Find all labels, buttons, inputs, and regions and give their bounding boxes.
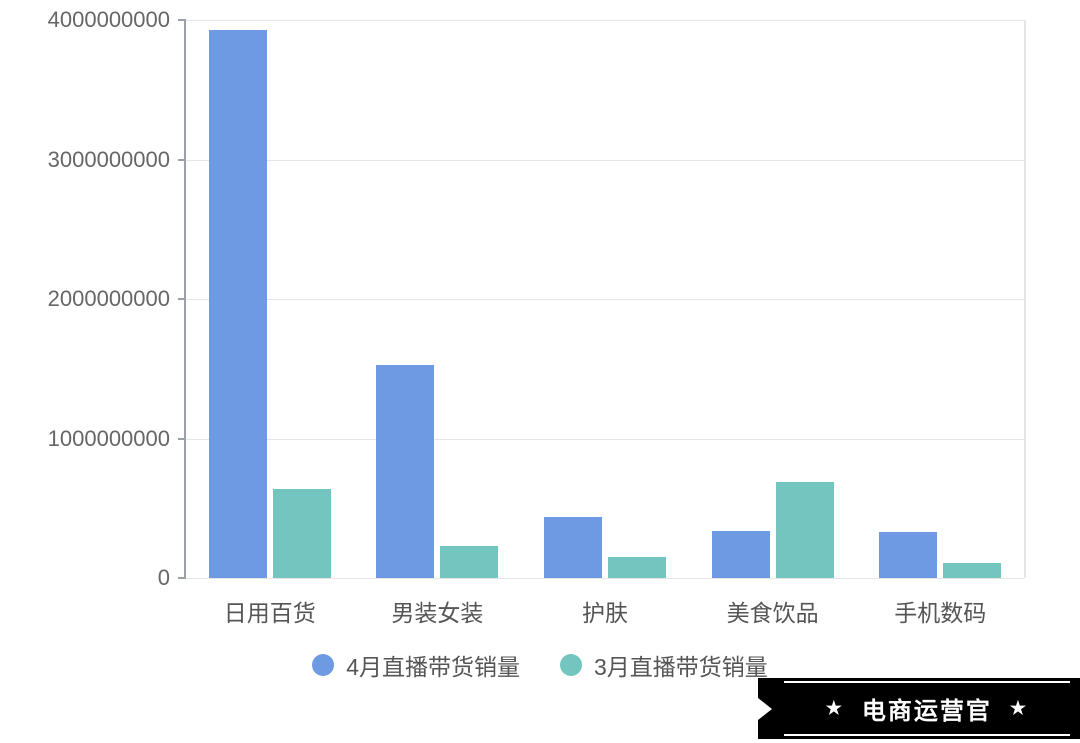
bar xyxy=(943,563,1001,578)
x-tick-label: 护肤 xyxy=(582,594,628,628)
badge-notch-left xyxy=(758,678,784,739)
bar xyxy=(209,30,267,578)
bar-group xyxy=(186,30,354,578)
y-tick-label: 4000000000 xyxy=(10,7,170,33)
y-tick-mark xyxy=(178,577,186,579)
y-tick-mark xyxy=(178,19,186,21)
bar-group xyxy=(856,532,1024,578)
star-icon: ★ xyxy=(826,698,844,719)
y-tick-label: 0 xyxy=(10,565,170,591)
legend: 4月直播带货销量 3月直播带货销量 xyxy=(0,648,1080,682)
y-tick-label: 2000000000 xyxy=(10,286,170,312)
x-tick-label: 男装女装 xyxy=(391,594,483,628)
bar-group xyxy=(521,517,689,578)
bar xyxy=(544,517,602,578)
plot-right-border xyxy=(1024,20,1026,578)
y-tick-mark xyxy=(178,159,186,161)
plot-area xyxy=(186,20,1024,578)
bar xyxy=(273,489,331,578)
badge-text: 电商运营官 xyxy=(862,691,992,726)
legend-dot-2 xyxy=(560,654,582,676)
grid-line xyxy=(186,578,1024,579)
badge-notch-right xyxy=(1070,678,1080,739)
bar xyxy=(712,531,770,578)
bar xyxy=(376,365,434,578)
legend-label-2: 3月直播带货销量 xyxy=(594,648,768,682)
bar xyxy=(440,546,498,578)
y-tick-mark xyxy=(178,298,186,300)
y-tick-label: 3000000000 xyxy=(10,147,170,173)
bar xyxy=(879,532,937,578)
x-tick-label: 日用百货 xyxy=(224,594,316,628)
chart-container: 0 1000000000 2000000000 3000000000 400000000… xyxy=(0,0,1080,743)
bar xyxy=(608,557,666,578)
badge-inner: ★ 电商运营官 ★ xyxy=(784,681,1070,736)
bar-group xyxy=(353,365,521,578)
legend-item-series-1: 4月直播带货销量 xyxy=(312,648,520,682)
bar-group xyxy=(689,482,857,578)
watermark-badge: ★ 电商运营官 ★ xyxy=(784,678,1070,739)
star-icon: ★ xyxy=(1010,698,1028,719)
y-tick-mark xyxy=(178,438,186,440)
legend-item-series-2: 3月直播带货销量 xyxy=(560,648,768,682)
y-tick-label: 1000000000 xyxy=(10,426,170,452)
x-tick-label: 美食饮品 xyxy=(727,594,819,628)
badge-ribbon: ★ 电商运营官 ★ xyxy=(784,678,1070,739)
x-tick-label: 手机数码 xyxy=(894,594,986,628)
legend-label-1: 4月直播带货销量 xyxy=(346,648,520,682)
legend-dot-1 xyxy=(312,654,334,676)
bar xyxy=(776,482,834,578)
